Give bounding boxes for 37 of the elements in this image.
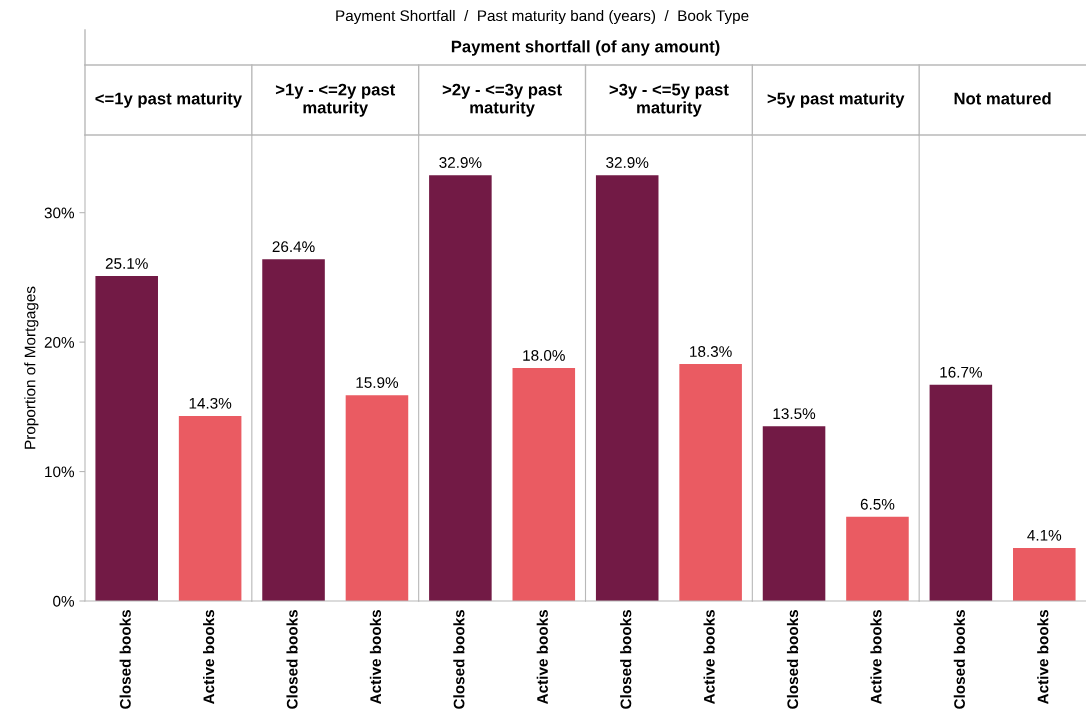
chart-title: Not matured <box>954 92 1051 105</box>
data-label: 13.5% <box>773 408 816 420</box>
data-label: 32.9% <box>606 157 649 168</box>
chart-title: >1y - <=2y past maturity <box>275 83 396 117</box>
data-label: 26.4% <box>272 241 315 253</box>
data-label: 6.5% <box>860 498 895 510</box>
x-tick-label: Closed books <box>453 609 465 709</box>
chart-title: >3y - <=5y past maturity <box>609 83 729 117</box>
chart-title: >5y past maturity <box>767 92 905 108</box>
x-tick-label: Active books <box>703 609 715 705</box>
x-tick-label: Active books <box>536 609 548 705</box>
chart-title: <=1y past maturity <box>95 92 242 108</box>
x-tick-label: Closed books <box>286 609 298 709</box>
data-label: 18.3% <box>690 346 732 357</box>
data-label: 4.1% <box>1027 529 1062 541</box>
y-tick-label: 30% <box>44 207 75 219</box>
x-tick-label: Closed books <box>620 609 632 709</box>
data-label: 15.9% <box>356 377 399 388</box>
data-label: 32.9% <box>439 157 482 168</box>
x-tick-label: Active books <box>870 609 882 705</box>
x-tick-label: Closed books <box>119 609 131 709</box>
data-label: 18.0% <box>523 350 565 361</box>
text: Payment Shortfall / Past maturity band (years) / Book Type <box>336 9 749 25</box>
y-tick-label: 20% <box>44 336 75 348</box>
x-tick-label: Active books <box>1037 609 1049 705</box>
x-tick-label: Closed books <box>953 609 965 709</box>
text: Payment shortfall (of any amount) <box>451 40 720 56</box>
x-tick-label: Closed books <box>786 609 799 709</box>
y-tick-label: 10% <box>45 466 75 478</box>
data-label: 14.3% <box>189 397 232 409</box>
data-label: 16.7% <box>940 366 982 378</box>
x-tick-label: Active books <box>203 609 215 705</box>
y-axis-title: Proportion of Mortgages <box>24 286 39 449</box>
chart-title: >2y - <=3y past maturity <box>442 83 562 117</box>
x-tick-label: Active books <box>369 609 382 705</box>
data-label: 25.1% <box>105 258 148 269</box>
y-tick-label: 0% <box>53 595 75 607</box>
